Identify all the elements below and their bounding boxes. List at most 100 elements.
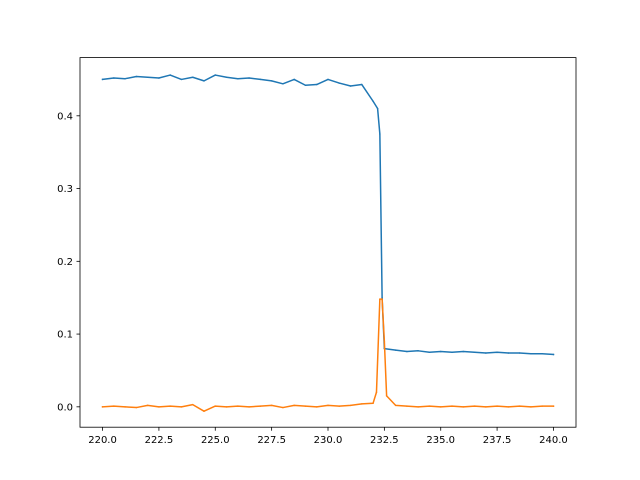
series-1-point (379, 133, 381, 135)
series-1-point (473, 351, 476, 354)
series-2-point (270, 404, 273, 407)
series-1-point (496, 351, 498, 354)
x-tick-label: 237.5 (483, 435, 512, 446)
series-1-point (361, 83, 363, 86)
x-tick-label: 227.5 (257, 435, 286, 446)
series-line-1 (101, 74, 555, 356)
series-2-point (327, 404, 329, 407)
series-2-point (304, 405, 307, 407)
series-1-point (518, 352, 521, 354)
series-1-point (282, 83, 284, 85)
series-2-point (530, 406, 532, 408)
series-2-point (428, 405, 431, 407)
series-2-point (349, 404, 352, 407)
series-2-point (237, 405, 239, 407)
x-axis: 220.0 222.5 225.0 227.5 230.0 232.5 235.0 237.5… (88, 427, 568, 446)
y-tick-label: 0.2 (57, 257, 73, 268)
series-2-point (214, 405, 217, 407)
series-1-point (304, 84, 307, 86)
series-2-point (203, 410, 205, 412)
series-1-point (439, 350, 442, 353)
series-2-point (124, 406, 126, 408)
series-2-point (485, 406, 487, 408)
series-2-point (191, 403, 194, 406)
series-2-point (439, 406, 442, 408)
series-1-point (169, 74, 171, 76)
series-1-point (327, 78, 329, 81)
series-1-point (417, 350, 419, 352)
series-2-point (383, 340, 386, 343)
series-2-point (507, 406, 510, 408)
y-axis: 0.0 0.1 0.2 0.3 0.4 (57, 111, 80, 413)
x-tick-label: 232.5 (370, 435, 399, 446)
series-2-point (381, 298, 383, 300)
series-1-point (113, 77, 115, 79)
series-1-point (135, 75, 138, 78)
series-2-point (541, 405, 543, 407)
series-1-point (237, 77, 239, 80)
series-2-point (282, 406, 284, 409)
series-1-point (214, 74, 217, 76)
x-tick-label: 220.0 (88, 435, 117, 446)
x-tick-label: 235.0 (426, 435, 455, 446)
series-1-point (451, 351, 453, 354)
series-1-point (225, 76, 228, 78)
series-1-point (203, 80, 205, 82)
series-2-point (361, 403, 363, 405)
x-tick-label: 225.0 (201, 435, 230, 446)
series-1-point (315, 83, 318, 86)
series-1-point (146, 76, 149, 78)
series-1-point (372, 100, 374, 103)
series-1-point (101, 78, 104, 81)
x-tick-label: 240.0 (539, 435, 568, 446)
series-1-point (485, 352, 487, 354)
series-2-point (315, 406, 318, 408)
x-tick-label: 230.0 (314, 435, 343, 446)
series-2-point (169, 405, 171, 407)
series-1-point (259, 78, 262, 81)
series-1-point (180, 78, 183, 81)
series-1-point (530, 352, 532, 355)
series-layer (101, 74, 555, 412)
series-2-point (259, 405, 262, 407)
series-2-point (394, 404, 397, 407)
series-2-point (180, 406, 183, 408)
series-1-point (376, 107, 379, 110)
series-2-point (225, 406, 228, 408)
series-1-point (428, 351, 431, 354)
series-1-point (552, 353, 555, 356)
series-2-point (375, 391, 378, 394)
series-1-point (349, 85, 352, 87)
series-2-point (113, 405, 115, 407)
series-2-point (158, 406, 160, 408)
series-1-point (124, 77, 126, 80)
y-tick-label: 0.0 (57, 402, 73, 413)
series-2-point (518, 405, 521, 407)
series-2-point (385, 395, 388, 397)
series-1-point (293, 78, 295, 81)
series-2-point (101, 406, 104, 408)
series-1-point (191, 76, 194, 78)
series-2-point (552, 405, 555, 407)
series-1-point (541, 352, 543, 355)
y-tick-label: 0.1 (57, 330, 73, 341)
series-1-point (270, 80, 273, 82)
series-1-point (406, 350, 408, 353)
x-tick-label: 222.5 (145, 435, 174, 446)
series-1-point (394, 349, 397, 351)
series-2-point (473, 405, 476, 407)
series-2-point (135, 406, 138, 409)
y-tick-label: 0.4 (57, 111, 73, 122)
series-2-point (146, 404, 149, 407)
series-2-point (379, 298, 381, 300)
series-2-point (338, 405, 341, 407)
series-2-point (462, 406, 465, 408)
series-1-point (507, 352, 510, 354)
series-2-point (417, 406, 419, 408)
series-1-point (462, 350, 465, 353)
series-1-point (381, 296, 383, 299)
series-2-point (372, 402, 374, 404)
series-2-point (451, 405, 453, 407)
series-1-point (248, 77, 250, 79)
